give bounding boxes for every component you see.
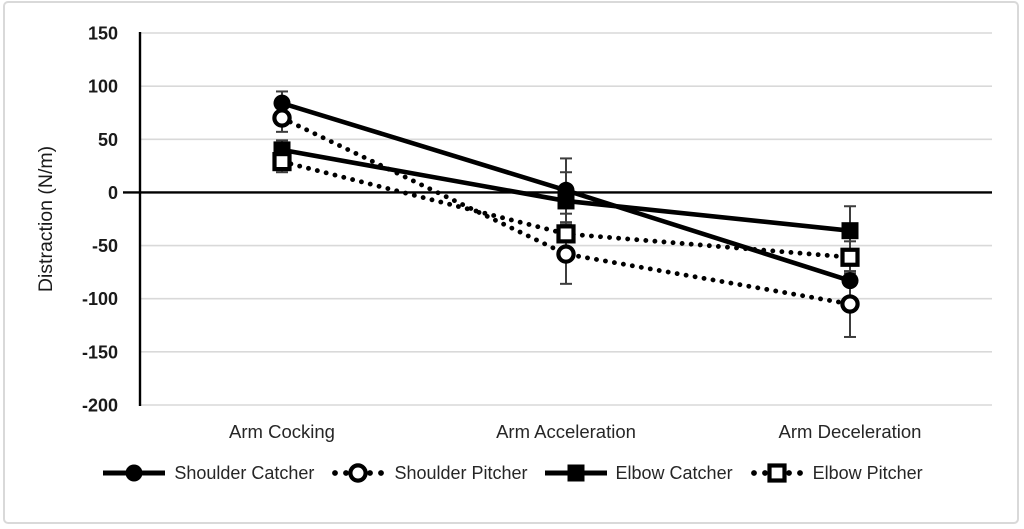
x-category-label: Arm Cocking bbox=[229, 421, 335, 442]
legend-item-shoulder-catcher: Shoulder Catcher bbox=[101, 461, 314, 485]
square-open-marker bbox=[556, 224, 576, 244]
y-tick-label: -50 bbox=[92, 236, 118, 256]
square-filled-marker bbox=[567, 464, 585, 482]
y-tick-label: -100 bbox=[82, 289, 118, 309]
square-filled-marker bbox=[557, 192, 575, 210]
y-tick-label: 0 bbox=[108, 183, 118, 203]
series-markers-elbow-pitcher bbox=[272, 152, 860, 267]
x-category-label: Arm Acceleration bbox=[496, 421, 636, 442]
legend-key-shoulder-catcher-icon bbox=[103, 464, 166, 482]
y-axis-title: Distraction (N/m) bbox=[35, 146, 57, 292]
square-filled-marker bbox=[841, 222, 859, 240]
circle-filled-marker bbox=[841, 272, 859, 290]
series-markers-shoulder-pitcher bbox=[272, 108, 860, 314]
legend-label: Elbow Catcher bbox=[615, 462, 733, 483]
legend-item-elbow-pitcher: Elbow Pitcher bbox=[748, 461, 923, 485]
legend-label: Shoulder Pitcher bbox=[394, 462, 528, 483]
circle-open-marker bbox=[840, 294, 860, 314]
circle-open-marker bbox=[272, 108, 292, 128]
x-category-label: Arm Deceleration bbox=[779, 421, 922, 442]
legend-item-shoulder-pitcher: Shoulder Pitcher bbox=[329, 461, 528, 485]
legend-label: Shoulder Catcher bbox=[174, 462, 315, 483]
legend-key-elbow-pitcher-icon bbox=[750, 463, 803, 483]
circle-filled-marker bbox=[125, 464, 143, 482]
y-tick-label: -200 bbox=[82, 396, 118, 416]
legend-label: Elbow Pitcher bbox=[812, 462, 923, 483]
legend-item-elbow-catcher: Elbow Catcher bbox=[543, 461, 733, 485]
square-open-marker bbox=[766, 463, 787, 483]
y-tick-label: 100 bbox=[88, 77, 118, 97]
legend-key-shoulder-pitcher-icon bbox=[332, 463, 385, 483]
y-tick-label: -150 bbox=[82, 342, 118, 362]
circle-open-marker bbox=[348, 463, 369, 483]
square-open-marker bbox=[272, 152, 292, 172]
chart-legend: Shoulder Catcher Shoulder Pitcher Elbow Ca… bbox=[0, 461, 1024, 485]
circle-open-marker bbox=[556, 244, 576, 264]
y-tick-label: 50 bbox=[98, 130, 118, 150]
square-open-marker bbox=[840, 247, 860, 267]
circle-filled-marker bbox=[273, 94, 291, 112]
y-tick-label: 150 bbox=[88, 24, 118, 44]
legend-key-elbow-catcher-icon bbox=[544, 464, 607, 482]
